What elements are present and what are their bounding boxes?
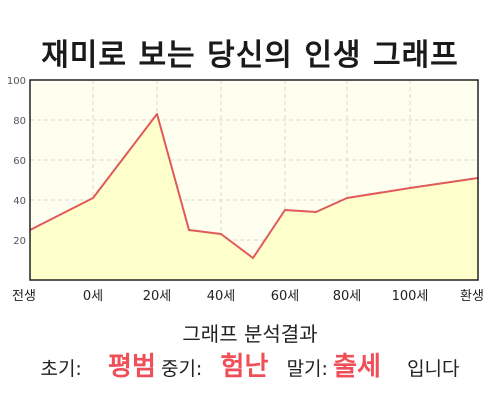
data-point [409, 187, 411, 189]
y-tick-label: 60 [13, 156, 26, 167]
y-tick-label: 100 [7, 76, 26, 87]
y-tick-label: 80 [13, 116, 26, 127]
mid-label: 중기: [160, 358, 203, 380]
x-tick-label: 0세 [83, 289, 103, 304]
data-point [156, 113, 158, 115]
data-point [346, 197, 348, 199]
x-tick-label: 60세 [271, 289, 300, 304]
early-label: 초기: [40, 358, 82, 380]
y-tick-label: 20 [13, 236, 26, 247]
late-label: 말기: [286, 358, 328, 380]
x-tick-label: 40세 [207, 289, 236, 304]
early-result: 평범 [108, 352, 156, 382]
x-tick-label: 80세 [333, 289, 362, 304]
chart-title: 재미로 보는 당신의 인생 그래프 [41, 38, 459, 73]
late-result: 출세 [333, 352, 381, 382]
data-point [315, 211, 317, 213]
analysis-heading: 그래프 분석결과 [182, 322, 318, 346]
y-tick-label: 40 [13, 196, 26, 207]
ending-text: 입니다 [407, 358, 460, 380]
data-point [252, 257, 254, 259]
series-area [30, 114, 478, 280]
mid-result: 험난 [220, 352, 269, 382]
x-tick-label: 전생 [12, 289, 36, 304]
x-tick-label: 20세 [143, 289, 172, 304]
data-point [188, 229, 190, 231]
x-tick-label: 환생 [460, 289, 484, 304]
x-tick-label: 100세 [392, 289, 429, 304]
data-point [284, 209, 286, 211]
analysis-result-row: 초기: 평범 중기: 험난 말기: 출세 입니다 [0, 346, 500, 383]
plot-frame [29, 79, 479, 281]
data-point [92, 197, 94, 199]
data-point [220, 233, 222, 235]
